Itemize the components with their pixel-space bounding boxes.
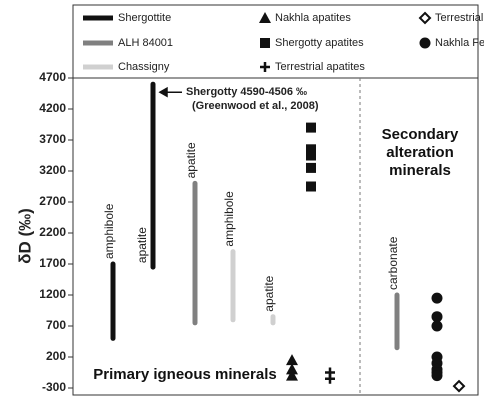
y-tick-label: 200 xyxy=(46,349,66,363)
marker xyxy=(452,379,466,393)
marker xyxy=(431,370,443,382)
y-tick-label: 4200 xyxy=(39,101,66,115)
range-label: amphibole xyxy=(222,191,236,247)
y-tick-label: -300 xyxy=(42,380,66,394)
marker xyxy=(431,311,443,323)
plot-box xyxy=(72,77,479,396)
y-axis-label: δD (‰) xyxy=(15,208,34,264)
region-label: Secondary alteration minerals xyxy=(381,126,459,179)
legend-label: Terrestrial apatites xyxy=(275,61,365,73)
legend-label: Chassigny xyxy=(118,61,170,73)
legend-label: ALH 84001 xyxy=(118,37,173,49)
y-tick-label: 1200 xyxy=(39,287,66,301)
range-label: amphibole xyxy=(102,203,116,259)
legend-marker xyxy=(418,11,432,25)
marker xyxy=(306,144,316,155)
legend-marker xyxy=(259,12,271,23)
range-label: apatite xyxy=(135,227,149,263)
legend-marker xyxy=(260,38,270,48)
legend-marker xyxy=(419,37,431,49)
region-label: Primary igneous minerals xyxy=(93,366,277,383)
range-label: apatite xyxy=(262,275,276,311)
range-label: apatite xyxy=(184,142,198,178)
range-label: carbonate xyxy=(386,236,400,290)
y-tick-label: 1700 xyxy=(39,256,66,270)
y-tick-label: 700 xyxy=(46,318,66,332)
marker xyxy=(431,292,443,304)
marker xyxy=(306,162,316,173)
legend-label: Shergotty apatites xyxy=(275,37,364,49)
marker xyxy=(286,363,298,375)
legend-label: Shergottite xyxy=(118,12,171,24)
annotation: Shergotty 4590-4506 ‰ xyxy=(186,86,307,98)
legend-marker xyxy=(260,62,270,72)
legend-label: Nakhla apatites xyxy=(275,12,351,24)
annotation: (Greenwood et al., 2008) xyxy=(192,100,319,112)
y-tick-label: 2700 xyxy=(39,194,66,208)
marker xyxy=(286,369,298,381)
y-tick-label: 4700 xyxy=(39,70,66,84)
y-tick-label: 3200 xyxy=(39,163,66,177)
y-tick-label: 3700 xyxy=(39,132,66,146)
legend-label: Terrestrial Serpentanite xyxy=(435,12,484,24)
y-tick-label: 2200 xyxy=(39,225,66,239)
annotation-arrow xyxy=(158,86,182,98)
marker xyxy=(431,320,443,332)
marker xyxy=(286,354,298,366)
marker xyxy=(306,150,316,161)
marker xyxy=(306,122,316,133)
marker xyxy=(306,181,316,192)
legend-label: Nakhla Fe clay-like veins xyxy=(435,37,484,49)
marker xyxy=(325,373,335,384)
